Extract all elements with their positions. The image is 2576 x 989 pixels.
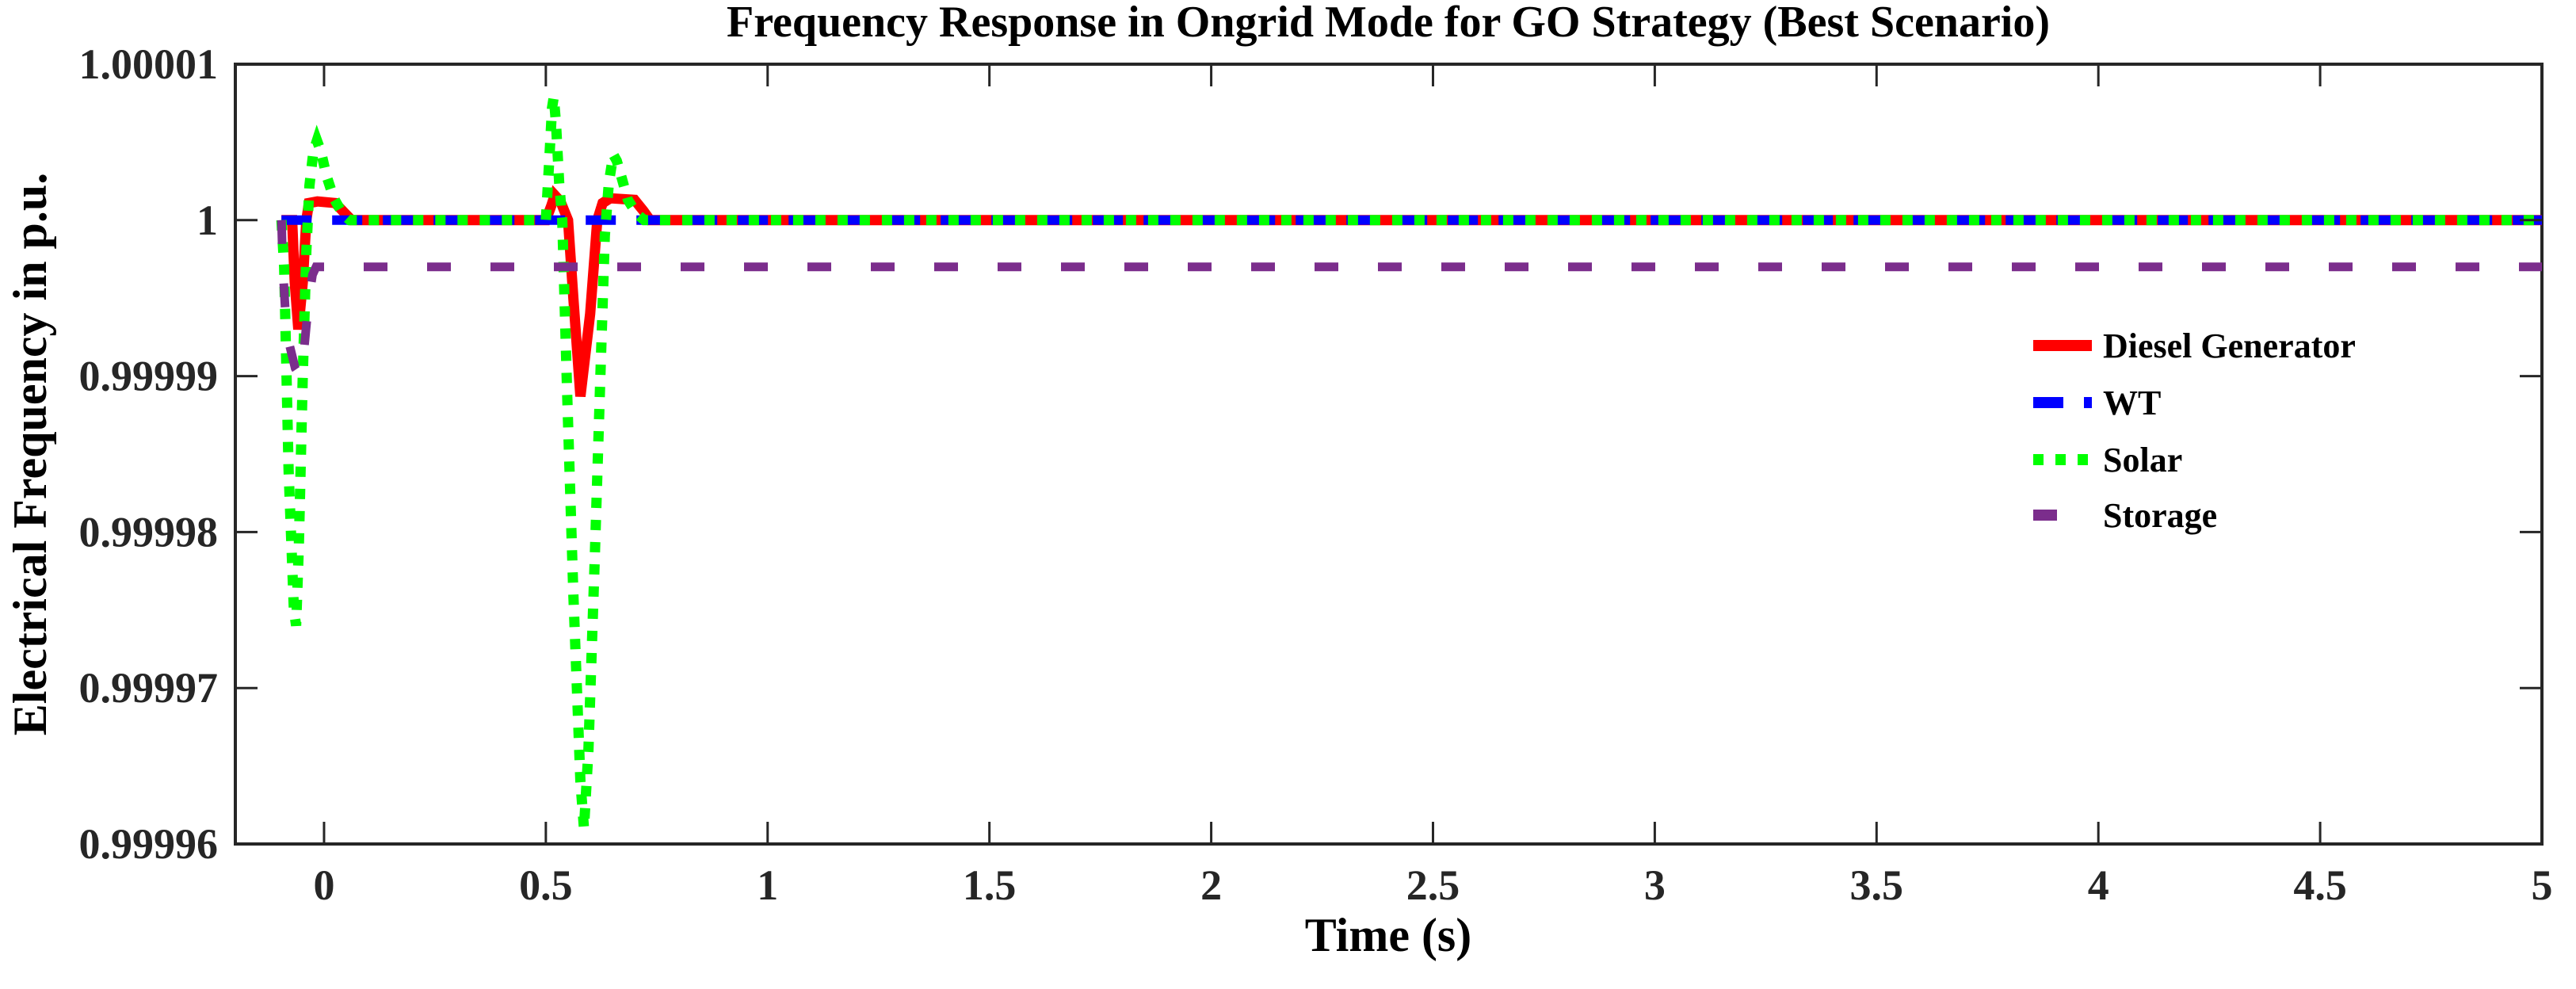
legend-item-solar: Solar <box>2033 441 2182 479</box>
series-storage-line <box>277 220 2542 388</box>
legend-label-diesel-generator: Diesel Generator <box>2103 326 2356 365</box>
x-tick-label: 4 <box>2088 861 2109 909</box>
legend-item-storage: Storage <box>2033 496 2217 535</box>
y-tick-label: 0.99999 <box>79 353 219 400</box>
legend: Diesel Generator WT Solar Storage <box>2033 326 2356 535</box>
legend-label-storage: Storage <box>2103 496 2217 535</box>
series-diesel-generator-line <box>281 185 2542 397</box>
x-tick-label: 2 <box>1200 861 1222 909</box>
axes-border <box>234 63 2544 846</box>
x-tick-label: 4.5 <box>2293 861 2347 909</box>
y-tick-label: 0.99997 <box>79 664 219 712</box>
x-tick-label: 1 <box>757 861 778 909</box>
y-axis-label: Electrical Frequency in p.u. <box>4 173 56 736</box>
x-tick-label: 0.5 <box>519 861 573 909</box>
x-tick-label: 5 <box>2532 861 2553 909</box>
y-tick-label: 1.00001 <box>79 40 219 88</box>
y-tick-label: 0.99996 <box>79 820 219 868</box>
y-tick-label: 1 <box>197 197 218 244</box>
y-tick-label: 0.99998 <box>79 508 219 556</box>
x-tick-label: 0 <box>313 861 334 909</box>
legend-item-diesel-generator: Diesel Generator <box>2033 326 2356 365</box>
x-axis-label: Time (s) <box>1305 909 1472 961</box>
plot-box <box>234 63 2544 846</box>
chart-title: Frequency Response in Ongrid Mode for GO… <box>727 0 2050 47</box>
x-tick-label: 3 <box>1644 861 1666 909</box>
legend-label-solar: Solar <box>2103 441 2182 479</box>
x-tick-label: 1.5 <box>963 861 1017 909</box>
legend-label-wt: WT <box>2103 384 2161 422</box>
legend-item-wt: WT <box>2033 384 2161 422</box>
axis-ticks: 0 0.5 1 1.5 2 2.5 3 3.5 4 4.5 5 0.99996 0.99997 0.999… <box>79 40 2553 909</box>
x-tick-label: 2.5 <box>1406 861 1460 909</box>
series-solar-line <box>276 96 2542 829</box>
x-tick-label: 3.5 <box>1850 861 1904 909</box>
series-lines <box>276 96 2542 829</box>
